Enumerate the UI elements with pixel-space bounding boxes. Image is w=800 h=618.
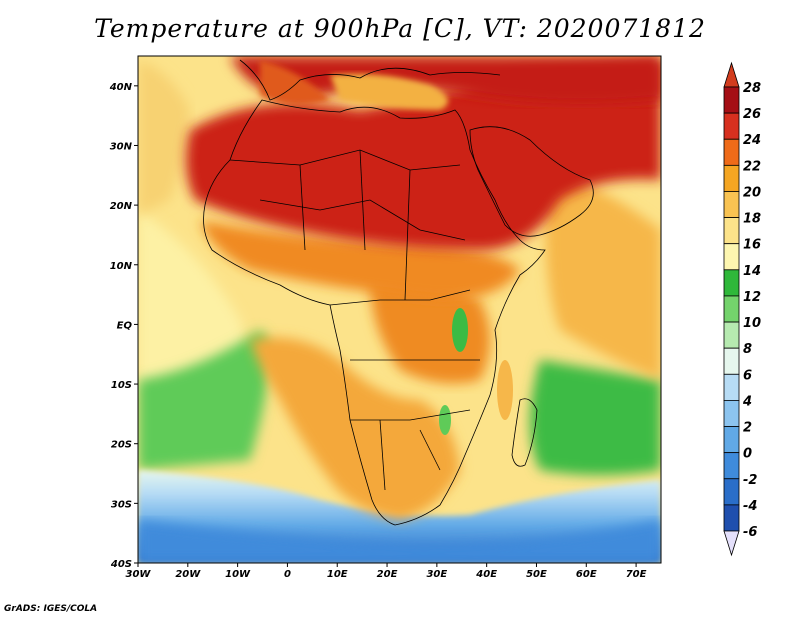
colorbar-label: 28 xyxy=(743,81,761,96)
colorbar-label: -2 xyxy=(743,473,757,488)
colorbar-swatch xyxy=(723,112,740,140)
colorbar-label: 16 xyxy=(743,238,761,253)
colorbar-swatch xyxy=(723,191,740,218)
colorbar-label: 14 xyxy=(743,264,761,279)
map-frame xyxy=(137,55,662,564)
lon-tick-label: 30W xyxy=(126,569,152,580)
map-title: Temperature at 900hPa [C], VT: 202007181… xyxy=(94,14,706,43)
lon-tick-label: 40E xyxy=(475,569,497,580)
lat-tick-label: 40S xyxy=(110,559,132,570)
colorbar-label: 2 xyxy=(743,421,752,436)
lon-tick-label: 20E xyxy=(377,569,398,580)
colorbar-swatch xyxy=(723,452,740,480)
colorbar-under-triangle xyxy=(723,530,740,557)
lon-tick-label: 30E xyxy=(426,569,447,580)
lon-tick-label: 10W xyxy=(225,569,251,580)
lat-tick-label: 10N xyxy=(110,261,133,272)
lat-tick-label: EQ xyxy=(117,320,133,331)
lat-tick-label: 40N xyxy=(109,82,133,93)
colorbar-swatch xyxy=(723,426,740,454)
colorbar-label: 24 xyxy=(743,133,761,148)
lat-tick-label: 30N xyxy=(110,141,133,152)
longitude-axis: 30W 20W 10W 0 10E 20E 30E 40E 50E 60E 70E xyxy=(126,563,647,580)
colorbar-label: 4 xyxy=(742,394,752,409)
colorbar-label: 26 xyxy=(743,107,761,122)
colorbar-swatch xyxy=(723,86,740,114)
latitude-axis: 40N 30N 20N 10N EQ 10S 20S 30S 40S xyxy=(109,82,138,570)
colorbar-label: -6 xyxy=(743,525,757,540)
colorbar-swatch xyxy=(723,243,740,271)
colorbar-swatch xyxy=(723,138,740,166)
colorbar-label: 22 xyxy=(743,159,761,174)
colorbar-swatch xyxy=(723,373,740,401)
colorbar-label: 20 xyxy=(743,185,761,200)
colorbar-swatch xyxy=(723,504,740,532)
colorbar-label: -4 xyxy=(743,499,757,514)
lon-tick-label: 20W xyxy=(175,569,201,580)
lon-tick-label: 50E xyxy=(526,569,547,580)
colorbar-swatch xyxy=(723,217,740,245)
lon-tick-label: 0 xyxy=(284,569,291,580)
lon-tick-label: 70E xyxy=(626,569,647,580)
lat-tick-label: 30S xyxy=(111,499,132,510)
colorbar-swatch xyxy=(723,164,740,192)
colorbar-swatch xyxy=(723,478,740,506)
colorbar-label: 12 xyxy=(743,290,761,305)
temperature-field xyxy=(138,56,661,563)
credit-label: GrADS: IGES/COLA xyxy=(4,604,98,614)
coastlines xyxy=(203,59,594,526)
lat-tick-label: 10S xyxy=(111,380,132,391)
colorbar-swatch xyxy=(723,400,740,427)
colorbar-swatch xyxy=(723,347,740,375)
colorbar-label: 6 xyxy=(743,368,752,383)
lat-tick-label: 20N xyxy=(110,201,133,212)
colorbar-swatch xyxy=(723,321,740,349)
colorbar-label: 18 xyxy=(743,212,761,227)
colorbar-over-triangle xyxy=(723,61,740,88)
lon-tick-label: 60E xyxy=(576,569,597,580)
colorbar-label: 8 xyxy=(743,342,752,357)
colorbar-swatch xyxy=(723,295,740,323)
colorbar-label: 0 xyxy=(743,447,752,462)
lat-tick-label: 20S xyxy=(111,440,132,451)
lon-tick-label: 10E xyxy=(327,569,348,580)
colorbar-label: 10 xyxy=(743,316,761,331)
colorbar-swatch xyxy=(723,269,740,297)
